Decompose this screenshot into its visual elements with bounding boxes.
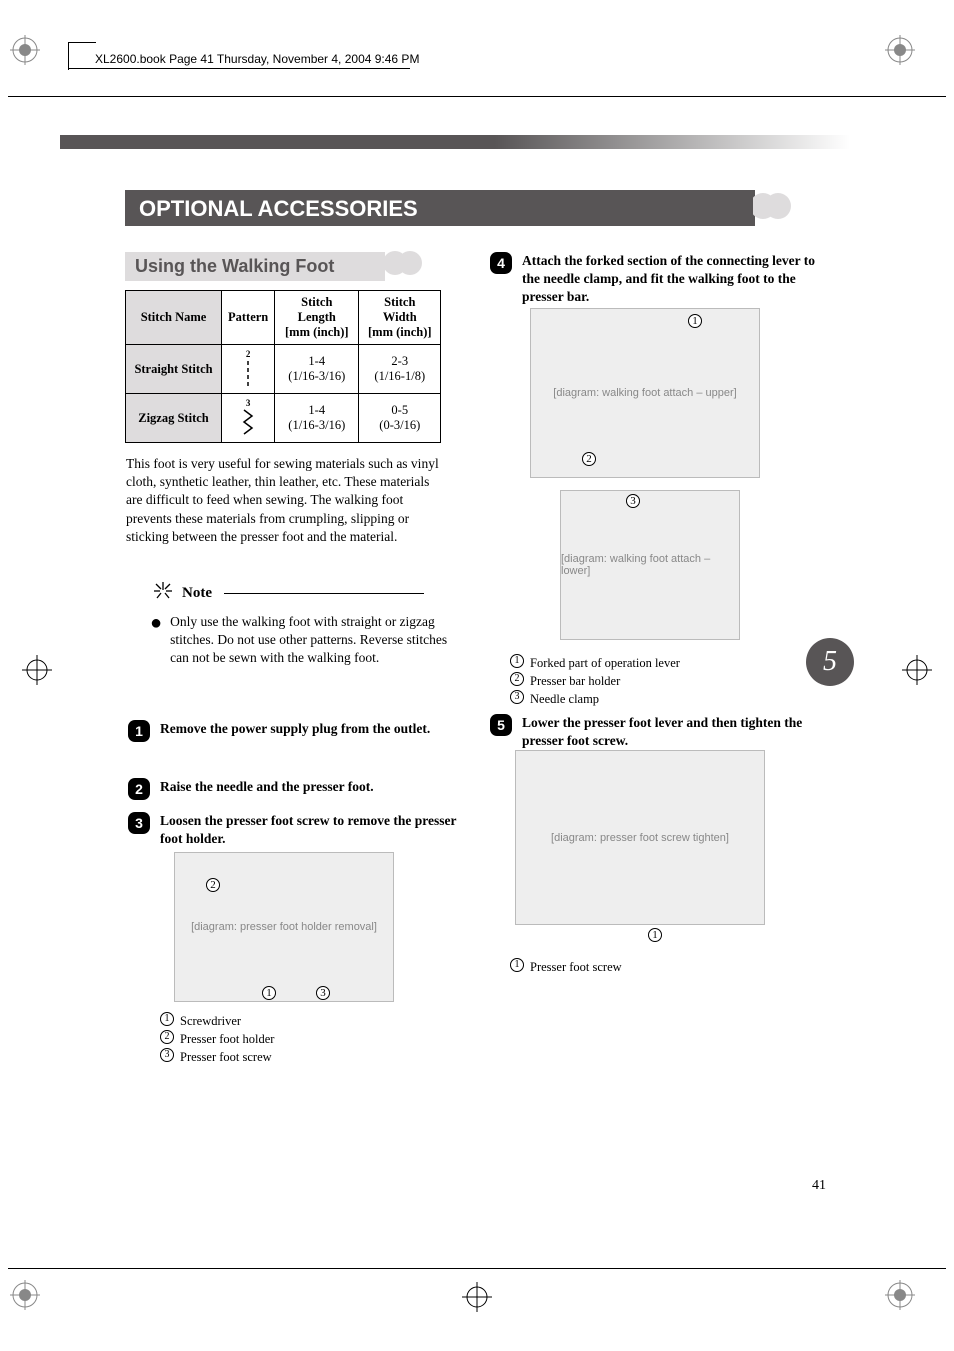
- table-row: Zigzag Stitch 3 1-4 (1/16-3/16) 0-5 (0-3…: [126, 394, 441, 443]
- registration-mark-icon: [902, 655, 932, 685]
- td-width: 2-3 (1/16-1/8): [359, 345, 441, 394]
- crop-corner: [68, 42, 96, 70]
- step-text: Lower the presser foot lever and then ti…: [522, 714, 830, 750]
- step-number-icon: 4: [490, 252, 512, 274]
- title-bubbles-icon: [753, 188, 793, 233]
- note-rule: [224, 593, 424, 594]
- step-text: Loosen the presser foot screw to remove …: [160, 812, 458, 848]
- th-pattern: Pattern: [222, 291, 275, 345]
- callout-label: Screwdriver: [180, 1012, 241, 1030]
- straight-stitch-icon: [243, 359, 253, 389]
- fig-callout-num: 1: [262, 986, 276, 1000]
- td-name: Straight Stitch: [126, 345, 222, 394]
- page-number: 41: [812, 1178, 826, 1194]
- callout-label: Forked part of operation lever: [530, 654, 680, 672]
- note-text: Only use the walking foot with straight …: [170, 613, 450, 668]
- chapter-tab: 5: [806, 638, 854, 686]
- bullet-icon: ●: [150, 613, 162, 668]
- registration-mark-icon: [885, 35, 915, 65]
- td-name: Zigzag Stitch: [126, 394, 222, 443]
- step-1: 1 Remove the power supply plug from the …: [128, 720, 458, 742]
- step-text: Raise the needle and the presser foot.: [160, 778, 374, 800]
- step-4: 4 Attach the forked section of the conne…: [490, 252, 830, 307]
- registration-mark-icon: [462, 1282, 492, 1312]
- step-5: 5 Lower the presser foot lever and then …: [490, 714, 830, 750]
- figure-step4-upper: [diagram: walking foot attach – upper]: [530, 308, 760, 478]
- sparkle-icon: [150, 580, 176, 607]
- callout-list-step5: 1Presser foot screw: [510, 958, 622, 976]
- th-width: Stitch Width [mm (inch)]: [359, 291, 441, 345]
- crop-line: [8, 1268, 946, 1269]
- body-paragraph: This foot is very useful for sewing mate…: [126, 455, 446, 546]
- td-pattern: 3: [222, 394, 275, 443]
- step-number-icon: 3: [128, 812, 150, 834]
- step-number-icon: 5: [490, 714, 512, 736]
- th-length: Stitch Length [mm (inch)]: [275, 291, 359, 345]
- figure-step5: [diagram: presser foot screw tighten]: [515, 750, 765, 925]
- td-length: 1-4 (1/16-3/16): [275, 394, 359, 443]
- fig-callout-num: 3: [626, 494, 640, 508]
- section-title: OPTIONAL ACCESSORIES: [125, 190, 755, 226]
- figure-step3: [diagram: presser foot holder removal]: [174, 852, 394, 1002]
- crop-corner: [68, 68, 410, 69]
- header-gradient-bar: [60, 135, 850, 149]
- callout-list-step4: 1Forked part of operation lever 2Presser…: [510, 654, 680, 708]
- fig-callout-num: 3: [316, 986, 330, 1000]
- td-width: 0-5 (0-3/16): [359, 394, 441, 443]
- th-name: Stitch Name: [126, 291, 222, 345]
- page-meta-header: XL2600.book Page 41 Thursday, November 4…: [95, 52, 419, 66]
- callout-list-step3: 1Screwdriver 2Presser foot holder 3Press…: [160, 1012, 274, 1066]
- td-length: 1-4 (1/16-3/16): [275, 345, 359, 394]
- fig-callout-num: 2: [582, 452, 596, 466]
- callout-label: Needle clamp: [530, 690, 599, 708]
- note-box: Note ● Only use the walking foot with st…: [150, 580, 450, 668]
- step-3: 3 Loosen the presser foot screw to remov…: [128, 812, 458, 848]
- title-bubbles-icon: [385, 249, 435, 284]
- subsection-title-row: Using the Walking Foot: [125, 252, 445, 280]
- subsection-title: Using the Walking Foot: [125, 252, 385, 281]
- step-number-icon: 2: [128, 778, 150, 800]
- callout-label: Presser bar holder: [530, 672, 620, 690]
- crop-line: [8, 96, 946, 97]
- registration-mark-icon: [885, 1280, 915, 1310]
- figure-step4-lower: [diagram: walking foot attach – lower]: [560, 490, 740, 640]
- stitch-table: Stitch Name Pattern Stitch Length [mm (i…: [125, 290, 441, 443]
- callout-label: Presser foot holder: [180, 1030, 274, 1048]
- step-text: Attach the forked section of the connect…: [522, 252, 830, 307]
- step-2: 2 Raise the needle and the presser foot.: [128, 778, 458, 800]
- callout-label: Presser foot screw: [180, 1048, 272, 1066]
- fig-callout-num: 1: [688, 314, 702, 328]
- registration-mark-icon: [22, 655, 52, 685]
- fig-callout-num: 1: [648, 928, 662, 942]
- zigzag-stitch-icon: [241, 408, 255, 438]
- fig-callout-num: 2: [206, 878, 220, 892]
- step-text: Remove the power supply plug from the ou…: [160, 720, 430, 742]
- table-row: Straight Stitch 2 1-4 (1/16-3/16) 2-3 (1…: [126, 345, 441, 394]
- registration-mark-icon: [10, 1280, 40, 1310]
- note-label: Note: [182, 585, 212, 602]
- registration-mark-icon: [10, 35, 40, 65]
- step-number-icon: 1: [128, 720, 150, 742]
- td-pattern: 2: [222, 345, 275, 394]
- callout-label: Presser foot screw: [530, 958, 622, 976]
